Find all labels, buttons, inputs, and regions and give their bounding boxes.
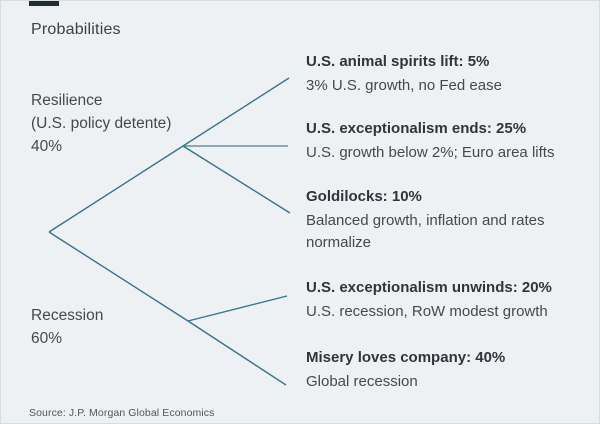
scenario-description: Balanced growth, inflation and rates nor… [306,212,545,251]
branch-resilience-detail: (U.S. policy detente) [31,115,172,132]
branch-recession-probability: 60% [31,330,63,347]
scenario-exceptionalism-unwinds: U.S. exceptionalism unwinds: 20% U.S. re… [306,277,578,323]
scenario-misery: Misery loves company: 40% Global recessi… [306,347,578,393]
scenario-title: Misery loves company: 40% [306,349,506,366]
scenario-title: U.S. animal spirits lift: 5% [306,53,490,70]
branch-resilience: Resilience (U.S. policy detente) 40% [31,89,171,158]
scenario-description: U.S. growth below 2%; Euro area lifts [306,144,555,161]
branch-recession-name: Recession [31,307,104,324]
scenario-goldilocks: Goldilocks: 10% Balanced growth, inflati… [306,186,578,254]
crop-artifact [29,1,59,6]
branch-resilience-name: Resilience [31,92,103,109]
scenario-title: U.S. exceptionalism unwinds: 20% [306,279,552,296]
scenario-description: 3% U.S. growth, no Fed ease [306,77,502,94]
scenario-title: U.S. exceptionalism ends: 25% [306,120,527,137]
page-title: Probabilities [31,21,121,38]
branch-resilience-probability: 40% [31,138,63,155]
source-note: Source: J.P. Morgan Global Economics [29,407,215,419]
scenario-description: U.S. recession, RoW modest growth [306,303,548,320]
scenario-title: Goldilocks: 10% [306,188,422,205]
branch-recession: Recession 60% [31,304,103,350]
scenario-animal-spirits: U.S. animal spirits lift: 5% 3% U.S. gro… [306,51,578,97]
scenario-exceptionalism-ends: U.S. exceptionalism ends: 25% U.S. growt… [306,118,578,164]
scenario-description: Global recession [306,373,418,390]
